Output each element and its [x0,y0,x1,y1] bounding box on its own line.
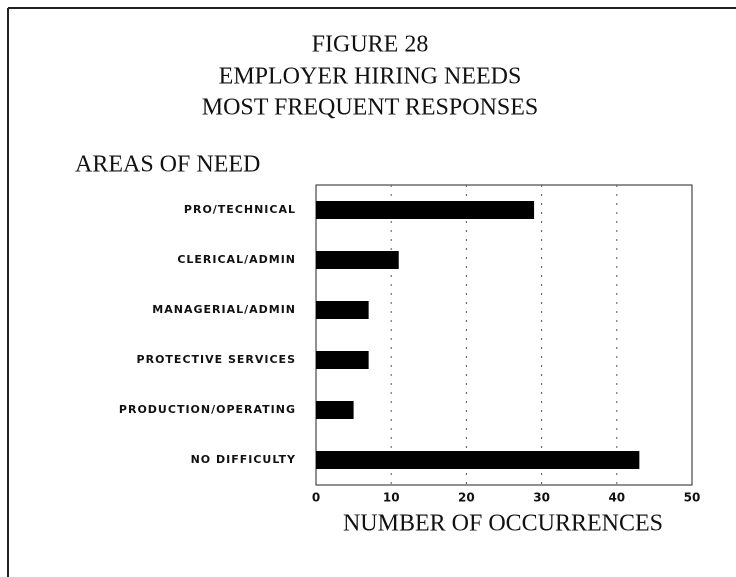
bar [316,301,369,319]
plot-frame [315,184,693,486]
y-tick-label: PROTECTIVE SERVICES [137,353,296,366]
x-tick-label: 0 [312,491,320,505]
x-tick-label: 10 [383,491,400,505]
y-axis-label: AREAS OF NEED [75,152,260,178]
x-tick-label: 20 [458,491,475,505]
x-tick-label: 50 [684,491,701,505]
y-tick-label: PRODUCTION/OPERATING [119,403,296,416]
bar [316,401,354,419]
chart-title: EMPLOYER HIRING NEEDS [219,64,522,90]
y-tick-label: PRO/TECHNICAL [184,203,296,216]
y-tick-label: NO DIFFICULTY [191,453,296,466]
bar [316,451,640,469]
x-tick-label: 30 [533,491,550,505]
bar [316,351,369,369]
chart-title: FIGURE 28 [312,32,429,58]
y-tick-label: MANAGERIAL/ADMIN [152,303,296,316]
chart-title: MOST FREQUENT RESPONSES [202,95,539,121]
bar [316,201,535,219]
x-axis-label: NUMBER OF OCCURRENCES [343,511,663,537]
bar [316,251,399,269]
y-tick-label: CLERICAL/ADMIN [177,253,296,266]
x-tick-label: 40 [608,491,625,505]
